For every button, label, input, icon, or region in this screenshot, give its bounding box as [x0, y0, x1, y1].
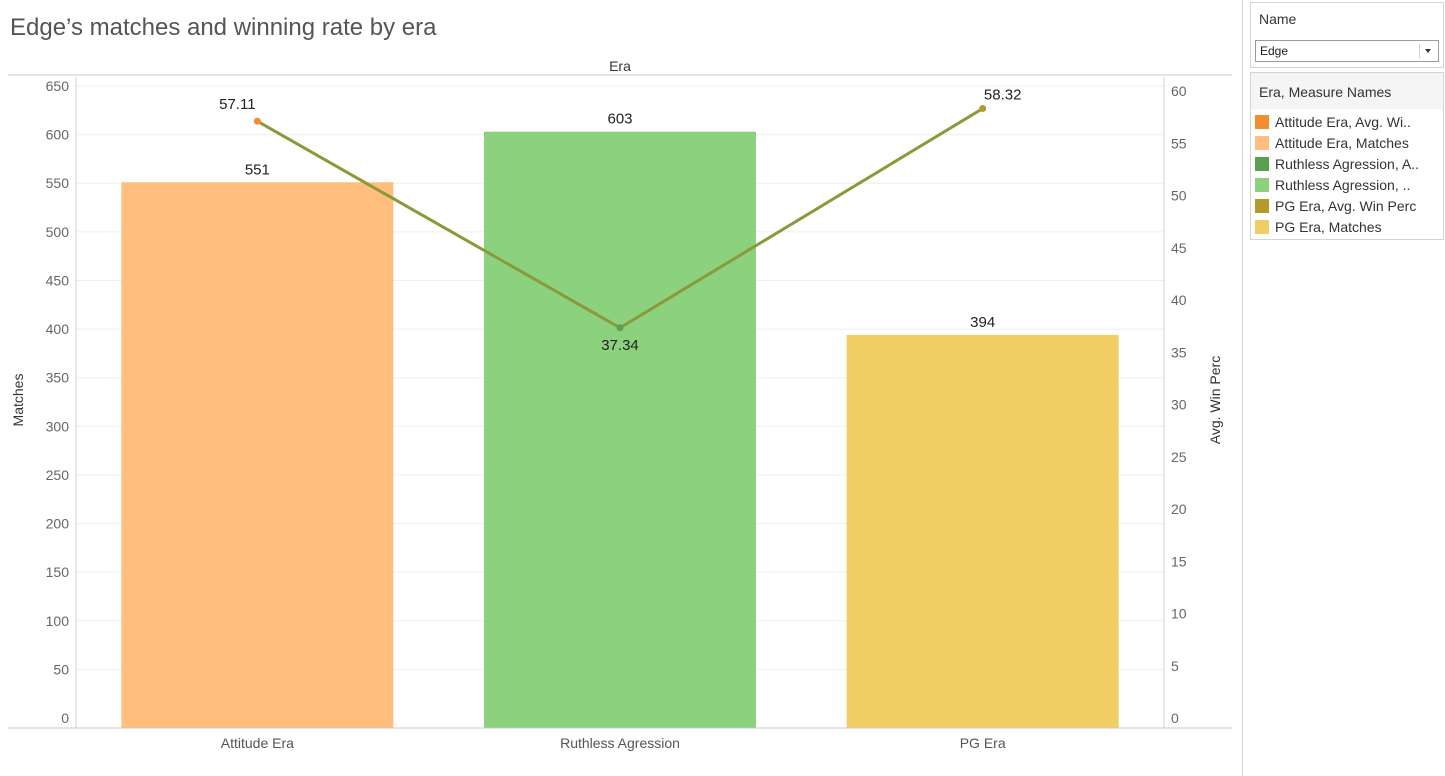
- y-left-tick-label: 50: [53, 661, 69, 677]
- legend-item[interactable]: Ruthless Agression, A..: [1251, 153, 1443, 174]
- legend-label: Ruthless Agression, ..: [1275, 176, 1411, 193]
- legend-items: Attitude Era, Avg. Wi.. Attitude Era, Mat…: [1251, 111, 1443, 237]
- y-left-tick-label: 650: [46, 78, 70, 94]
- y-right-tick-label: 15: [1171, 553, 1187, 569]
- y-right-tick-label: 55: [1171, 135, 1187, 151]
- y-left-tick-label: 200: [46, 516, 70, 532]
- legend-swatch: [1255, 156, 1269, 171]
- chart-title: Edge’s matches and winning rate by era: [10, 14, 437, 41]
- y-right-tick-label: 60: [1171, 83, 1187, 99]
- y-right-tick-label: 40: [1171, 292, 1187, 308]
- y-left-tick-label: 450: [46, 272, 70, 288]
- win-rate-point: [253, 117, 261, 125]
- chevron-down-icon[interactable]: [1419, 44, 1434, 58]
- era-header: Era: [609, 58, 631, 74]
- legend-swatch: [1255, 135, 1269, 150]
- line-value-label: 37.34: [601, 337, 639, 354]
- y-right-tick-label: 0: [1171, 710, 1179, 726]
- y-right-tick-label: 20: [1171, 501, 1187, 517]
- legend-item[interactable]: PG Era, Avg. Win Perc: [1251, 195, 1443, 216]
- y-left-tick-label: 100: [46, 613, 70, 629]
- legend-label: Ruthless Agression, A..: [1275, 155, 1419, 172]
- win-rate-point: [616, 324, 624, 332]
- bar-value-label: 394: [970, 314, 995, 331]
- y-right-tick-label: 30: [1171, 397, 1187, 413]
- bar: [846, 334, 1119, 728]
- y-left-tick-label: 250: [46, 467, 70, 483]
- y-right-axis-title: Avg. Win Perc: [1207, 356, 1223, 444]
- sidebar: Name Edge Era, Measure Names Attitude Er…: [1242, 0, 1445, 776]
- y-right-tick-label: 10: [1171, 606, 1187, 622]
- bar-value-label: 603: [607, 111, 632, 128]
- name-filter-dropdown[interactable]: Edge: [1255, 40, 1439, 62]
- bar-value-label: 551: [245, 161, 270, 178]
- legend-swatch: [1255, 219, 1269, 234]
- y-left-tick-label: 150: [46, 564, 70, 580]
- y-left-axis-title: Matches: [10, 374, 26, 427]
- y-right-tick-label: 35: [1171, 344, 1187, 360]
- x-category-label: Attitude Era: [221, 735, 294, 751]
- combo-chart: Era5516033940501001502002503003504004505…: [8, 58, 1232, 751]
- y-left-tick-label: 550: [46, 175, 70, 191]
- legend-swatch: [1255, 198, 1269, 213]
- bar: [484, 131, 756, 728]
- filter-title: Name: [1259, 11, 1297, 27]
- legend-label: Attitude Era, Matches: [1275, 134, 1409, 151]
- line-value-label: 57.11: [219, 96, 255, 113]
- legend-label: PG Era, Avg. Win Perc: [1275, 197, 1417, 214]
- legend-item[interactable]: Attitude Era, Matches: [1251, 132, 1443, 153]
- legend-label: Attitude Era, Avg. Wi..: [1275, 113, 1411, 130]
- legend-item[interactable]: Ruthless Agression, ..: [1251, 174, 1443, 195]
- legend-title: Era, Measure Names: [1251, 73, 1443, 109]
- y-left-tick-label: 600: [46, 127, 70, 143]
- legend-label: PG Era, Matches: [1275, 218, 1382, 235]
- legend-swatch: [1255, 114, 1269, 129]
- legend-item[interactable]: PG Era, Matches: [1251, 216, 1443, 237]
- filter-selected-value: Edge: [1260, 44, 1289, 58]
- y-right-tick-label: 25: [1171, 449, 1187, 465]
- y-right-tick-label: 5: [1171, 658, 1179, 674]
- bar: [121, 182, 394, 728]
- filter-panel: Name Edge: [1250, 2, 1444, 68]
- y-right-tick-label: 50: [1171, 188, 1187, 204]
- y-right-tick-label: 45: [1171, 240, 1187, 256]
- x-category-label: PG Era: [960, 735, 1006, 751]
- y-left-tick-label: 350: [46, 370, 70, 386]
- y-left-tick-label: 400: [46, 321, 70, 337]
- legend-swatch: [1255, 177, 1269, 192]
- x-category-label: Ruthless Agression: [560, 735, 680, 751]
- color-legend: Era, Measure Names Attitude Era, Avg. Wi…: [1250, 72, 1444, 240]
- y-left-tick-label: 300: [46, 418, 70, 434]
- y-left-tick-label: 500: [46, 224, 70, 240]
- win-rate-point: [979, 105, 987, 113]
- legend-item[interactable]: Attitude Era, Avg. Wi..: [1251, 111, 1443, 132]
- y-left-tick-label: 0: [61, 710, 69, 726]
- line-value-label: 58.32: [984, 87, 1022, 104]
